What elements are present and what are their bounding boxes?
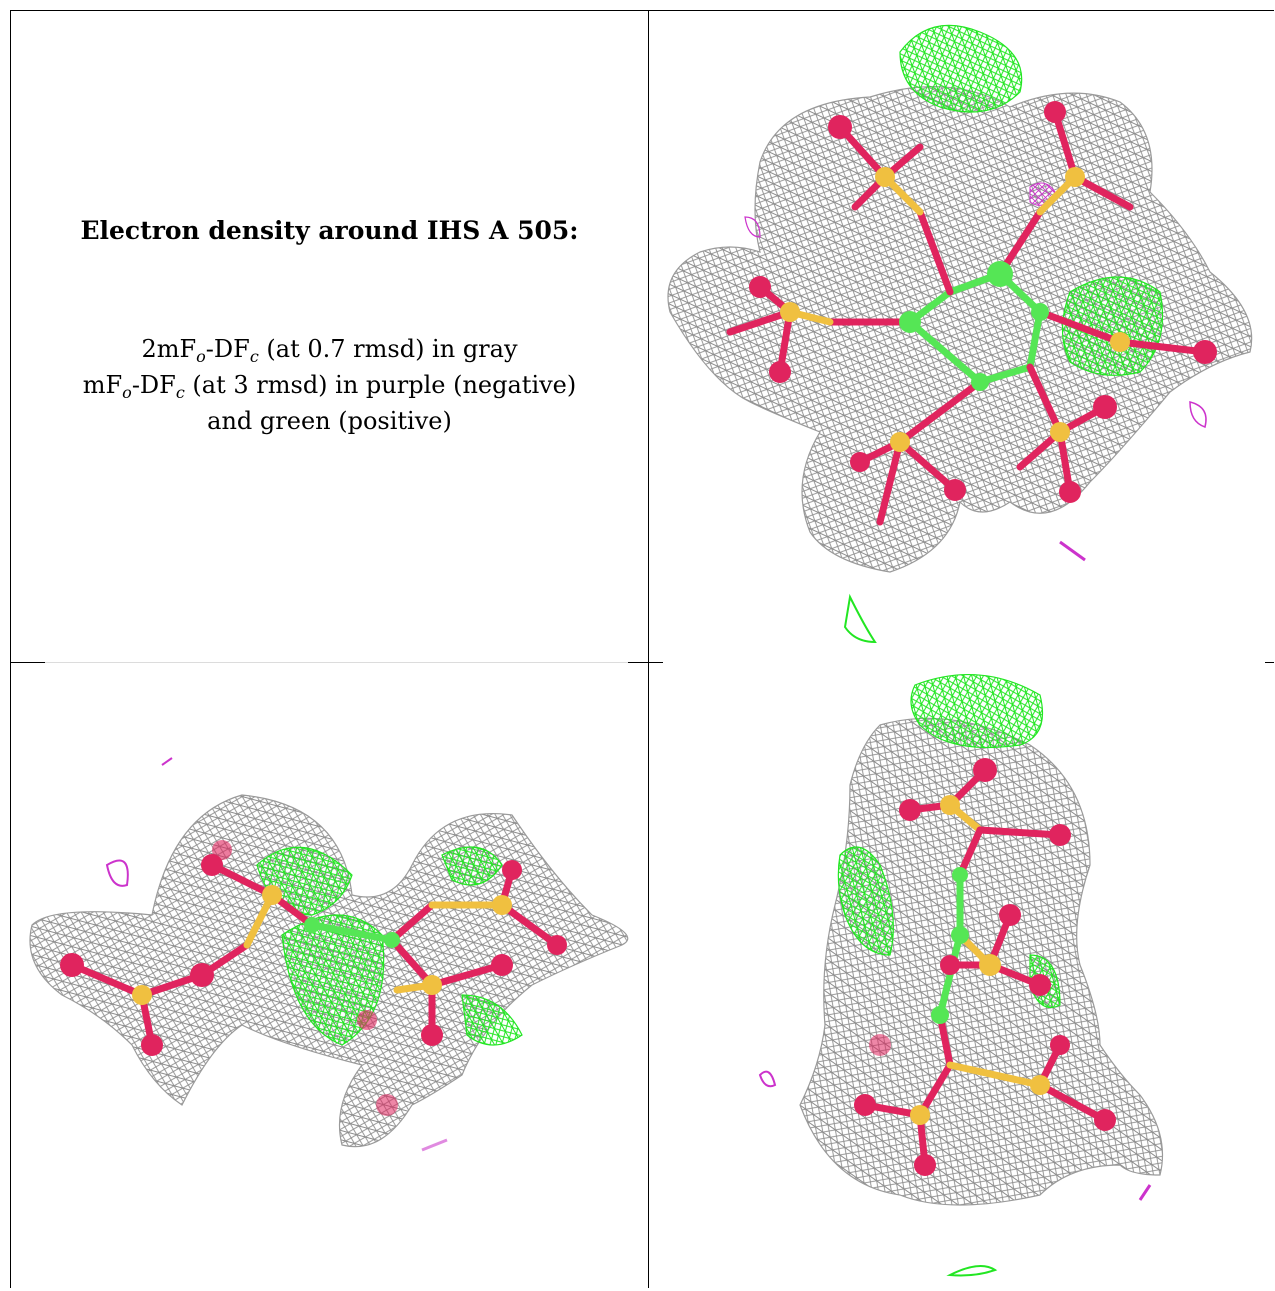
table-divider <box>1265 662 1274 663</box>
density-view-top <box>650 12 1270 658</box>
caption-line-fofc: mFo-DFc (at 3 rmsd) in purple (negative) <box>11 367 648 403</box>
table-divider <box>628 662 663 663</box>
density-mesh-green <box>843 593 877 644</box>
caption-subscript: c <box>249 347 259 366</box>
density-mesh-purple <box>1059 540 1086 562</box>
density-view-side <box>12 665 645 1285</box>
density-mesh-green <box>899 24 1023 113</box>
ligand-atoms <box>60 840 567 1116</box>
density-mesh-green <box>281 914 385 1046</box>
density-mesh-purple <box>421 1138 448 1152</box>
caption-subscript: c <box>175 383 185 402</box>
table-border-top <box>10 10 1274 11</box>
caption-text: -DF <box>205 335 250 363</box>
caption-text: -DF <box>131 371 176 399</box>
caption-title: Electron density around IHS A 505: <box>80 216 579 245</box>
density-mesh-purple <box>161 757 173 766</box>
ligand-atoms <box>854 758 1116 1176</box>
table-divider <box>10 662 45 663</box>
caption-line-2fofc: 2mFo-DFc (at 0.7 rmsd) in gray <box>11 331 648 367</box>
molecule-render-end <box>758 673 1163 1277</box>
density-mesh-purple <box>105 859 129 887</box>
density-mesh-green <box>1061 276 1163 376</box>
caption-text: mF <box>82 371 123 399</box>
ligand-atoms <box>749 101 1217 503</box>
caption-text: 2mF <box>141 335 197 363</box>
molecule-render-side <box>29 757 629 1152</box>
density-mesh-green <box>461 994 523 1046</box>
molecule-render-top <box>667 24 1253 644</box>
caption-cell: Electron density around IHS A 505: 2mFo-… <box>11 11 648 662</box>
caption-line-colors: and green (positive) <box>207 407 452 435</box>
caption-text: (at 3 rmsd) in purple (negative) <box>184 371 577 399</box>
caption-subscript: o <box>122 383 132 402</box>
density-mesh-gray <box>667 86 1253 573</box>
density-mesh-purple <box>1189 401 1207 428</box>
density-mesh-green <box>946 1265 998 1277</box>
caption-subscript: o <box>196 347 206 366</box>
density-view-end <box>650 665 1270 1285</box>
caption-text: (at 0.7 rmsd) in gray <box>258 335 518 363</box>
table-divider-faint <box>45 662 628 663</box>
density-mesh-green <box>910 673 1044 749</box>
density-mesh-green <box>441 846 503 886</box>
density-mesh-purple <box>1138 1184 1152 1201</box>
caption-description: 2mFo-DFc (at 0.7 rmsd) in gray mFo-DFc (… <box>11 331 648 439</box>
density-mesh-green <box>837 846 894 956</box>
density-mesh-purple <box>758 1070 777 1088</box>
table-border-middle <box>648 10 649 1288</box>
table-border-left <box>10 10 11 1288</box>
density-mesh-purple <box>744 216 761 238</box>
